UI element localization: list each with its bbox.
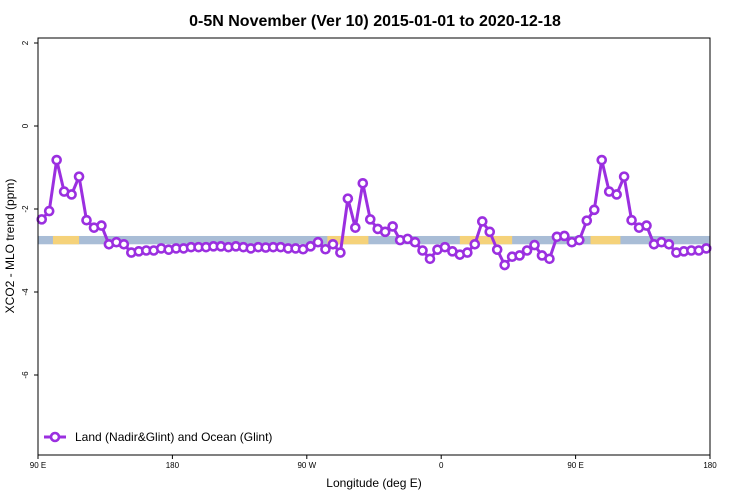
series-point-layer [36, 154, 712, 271]
data-point [491, 244, 503, 255]
data-point [327, 238, 339, 250]
data-point [364, 214, 376, 225]
data-point [409, 236, 421, 248]
y-tick-label: 2 [21, 40, 30, 45]
land-band-segment [52, 235, 80, 245]
data-point [529, 239, 540, 251]
data-point [574, 234, 585, 246]
x-axis-label: Longitude (deg E) [326, 476, 421, 490]
y-tick-label: 0 [21, 123, 30, 128]
y-tick-label: -4 [21, 288, 30, 296]
data-point [96, 220, 107, 231]
data-point [476, 216, 488, 227]
data-point [469, 238, 481, 250]
land-band-segment [327, 235, 369, 245]
data-point [439, 241, 451, 253]
data-point [641, 220, 652, 231]
chart-title: 0-5N November (Ver 10) 2015-01-01 to 202… [189, 13, 561, 30]
data-point [320, 243, 331, 255]
y-tick-label: -6 [21, 371, 30, 379]
data-point [596, 154, 608, 166]
ocean-land-band [38, 235, 710, 245]
data-point [462, 247, 473, 258]
data-point [588, 204, 600, 216]
data-point [618, 171, 630, 182]
data-point [335, 247, 346, 258]
x-tick-label: 90 E [567, 461, 583, 470]
legend-marker-swatch [49, 431, 61, 443]
x-tick-label: 90 W [297, 461, 316, 470]
data-point [559, 230, 570, 242]
data-point [36, 214, 48, 225]
data-point [379, 226, 391, 238]
data-point [350, 222, 361, 233]
ocean-band [38, 235, 710, 245]
data-point [51, 154, 62, 166]
data-point [43, 205, 55, 217]
data-point [73, 171, 85, 182]
y-axis-label: XCO2 - MLO trend (ppm) [3, 179, 17, 314]
data-point [514, 250, 525, 261]
y-axis-ticks: 2 0 -2 -4 -6 [21, 40, 38, 379]
plot-frame [37, 37, 711, 456]
data-point [357, 177, 369, 189]
land-band-segment [590, 235, 621, 245]
data-point [81, 214, 92, 226]
x-tick-label: 180 [703, 461, 717, 470]
data-point [342, 193, 354, 204]
data-point [118, 238, 130, 250]
data-point [499, 259, 510, 271]
data-point [521, 245, 533, 256]
land-band-segment [459, 235, 513, 245]
x-tick-label: 180 [166, 461, 180, 470]
x-tick-label: 90 E [30, 461, 46, 470]
data-point [544, 253, 555, 265]
data-point [424, 253, 436, 265]
data-point [700, 243, 712, 254]
data-point [312, 236, 324, 248]
data-point [611, 189, 622, 200]
data-point [581, 215, 593, 226]
x-tick-label: 0 [439, 461, 444, 470]
data-point [387, 221, 398, 232]
x-axis-ticks: 90 E 180 90 W 0 90 E 180 [30, 455, 717, 470]
y-tick-label: -2 [21, 205, 30, 213]
data-point [66, 189, 77, 200]
data-point [417, 245, 428, 256]
data-point [484, 226, 496, 238]
data-point [626, 214, 637, 226]
data-point [305, 241, 316, 252]
data-point [663, 238, 675, 250]
legend: Land (Nadir&Glint) and Ocean (Glint) [44, 430, 272, 444]
legend-label: Land (Nadir&Glint) and Ocean (Glint) [75, 430, 272, 444]
